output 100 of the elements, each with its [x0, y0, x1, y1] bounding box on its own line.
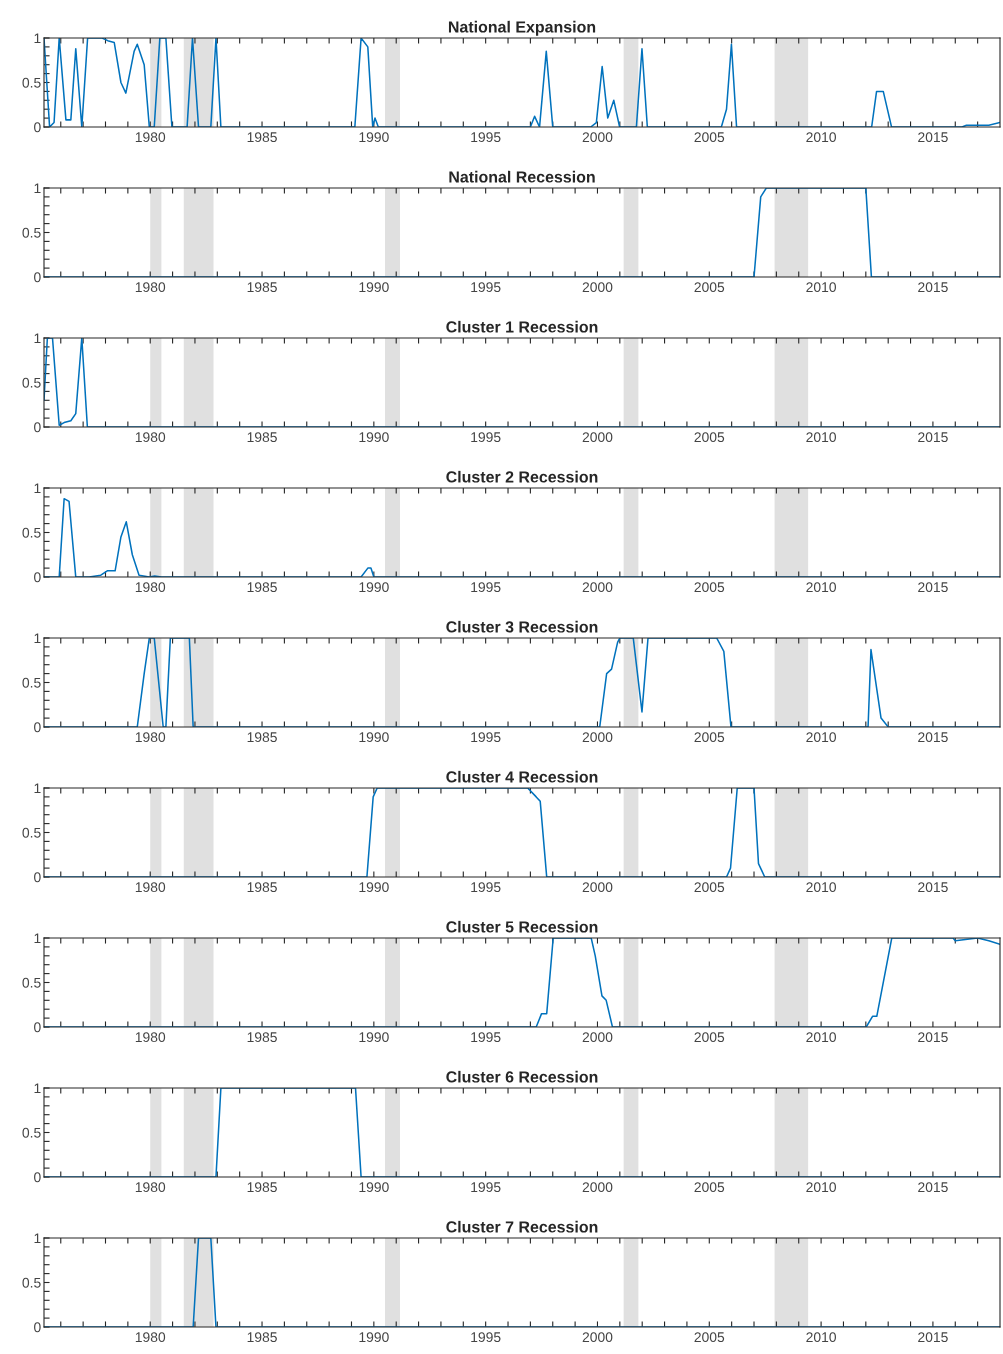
- x-tick-label: 1980: [135, 432, 166, 443]
- x-tick-label: 1995: [471, 1182, 501, 1193]
- chart-title: Cluster 3 Recession: [446, 620, 598, 633]
- x-tick-label: 1990: [359, 582, 389, 593]
- x-tick-label: 2010: [806, 282, 837, 293]
- x-tick-label: 1980: [135, 732, 166, 743]
- y-tick-label: 0.5: [22, 1277, 41, 1288]
- y-tick-label: 0.5: [22, 827, 41, 838]
- y-tick-label: 0: [34, 1022, 41, 1033]
- x-tick-label: 1995: [471, 1332, 501, 1343]
- x-tick-label: 1995: [471, 732, 501, 743]
- chart-title: National Recession: [449, 170, 595, 183]
- x-tick-label: 2015: [918, 132, 948, 143]
- y-tick-label: 1: [34, 333, 41, 344]
- x-tick-label: 2000: [582, 732, 613, 743]
- y-tick-label: 0.5: [22, 377, 41, 388]
- chart-title: Cluster 1 Recession: [446, 320, 598, 333]
- x-tick-label: 2005: [694, 882, 725, 893]
- x-tick-label: 2000: [582, 282, 613, 293]
- x-tick-label: 2015: [918, 582, 948, 593]
- x-tick-label: 1990: [359, 882, 389, 893]
- x-tick-label: 2015: [918, 1182, 948, 1193]
- x-tick-label: 2005: [694, 1182, 725, 1193]
- x-tick-label: 1985: [247, 1332, 277, 1343]
- x-tick-label: 1990: [359, 1182, 389, 1193]
- x-tick-label: 2010: [806, 1032, 837, 1043]
- x-tick-label: 2010: [806, 582, 837, 593]
- x-tick-label: 2000: [582, 1032, 613, 1043]
- x-tick-label: 1995: [471, 282, 501, 293]
- x-tick-label: 1990: [359, 1332, 389, 1343]
- x-tick-label: 1985: [247, 1182, 277, 1193]
- x-tick-label: 2005: [694, 732, 725, 743]
- x-tick-label: 2005: [694, 1332, 725, 1343]
- x-tick-label: 1985: [247, 1032, 277, 1043]
- y-tick-label: 0.5: [22, 677, 41, 688]
- y-tick-label: 0: [34, 1322, 41, 1333]
- chart-title: Cluster 2 Recession: [446, 470, 598, 483]
- x-tick-label: 2000: [582, 432, 613, 443]
- x-tick-label: 1990: [359, 1032, 389, 1043]
- x-tick-label: 2015: [918, 732, 948, 743]
- y-tick-label: 0.5: [22, 227, 41, 238]
- x-tick-label: 2000: [582, 1182, 613, 1193]
- y-tick-label: 1: [34, 1233, 41, 1244]
- x-tick-label: 1990: [359, 132, 389, 143]
- x-tick-label: 2000: [582, 1332, 613, 1343]
- y-tick-label: 0.5: [22, 1127, 41, 1138]
- x-tick-label: 1995: [471, 432, 501, 443]
- chart-title: Cluster 5 Recession: [446, 920, 598, 933]
- y-tick-label: 0: [34, 422, 41, 433]
- y-tick-label: 0: [34, 572, 41, 583]
- x-tick-label: 1980: [135, 1182, 166, 1193]
- x-tick-label: 2015: [918, 1032, 948, 1043]
- y-tick-label: 1: [34, 633, 41, 644]
- y-tick-label: 0.5: [22, 977, 41, 988]
- x-tick-label: 1995: [471, 582, 501, 593]
- x-tick-label: 1995: [471, 1032, 501, 1043]
- x-tick-label: 2000: [582, 882, 613, 893]
- y-tick-label: 1: [34, 783, 41, 794]
- y-tick-label: 0: [34, 272, 41, 283]
- y-tick-label: 0: [34, 1172, 41, 1183]
- y-tick-label: 1: [34, 1083, 41, 1094]
- x-tick-label: 2010: [806, 1182, 837, 1193]
- chart-title: National Expansion: [448, 20, 596, 36]
- y-tick-label: 0: [34, 872, 41, 883]
- x-tick-label: 1995: [471, 882, 501, 893]
- x-tick-label: 2000: [582, 132, 613, 143]
- chart-title: Cluster 6 Recession: [446, 1070, 598, 1083]
- x-tick-label: 2015: [918, 1332, 948, 1343]
- y-tick-label: 0.5: [22, 77, 41, 88]
- x-tick-label: 1980: [135, 882, 166, 893]
- y-tick-label: 0: [34, 722, 41, 733]
- x-tick-label: 1985: [247, 882, 277, 893]
- x-tick-label: 1990: [359, 282, 389, 293]
- x-tick-label: 1980: [135, 1032, 166, 1043]
- y-tick-label: 0: [34, 122, 41, 133]
- chart-title: Cluster 7 Recession: [446, 1220, 598, 1233]
- x-tick-label: 2015: [918, 282, 948, 293]
- x-tick-label: 1990: [359, 732, 389, 743]
- x-tick-label: 1995: [471, 132, 501, 143]
- x-tick-label: 1980: [135, 282, 166, 293]
- x-tick-label: 2010: [806, 132, 837, 143]
- x-tick-label: 1985: [247, 432, 277, 443]
- y-tick-label: 1: [34, 33, 41, 44]
- x-tick-label: 2005: [694, 432, 725, 443]
- y-tick-label: 1: [34, 483, 41, 494]
- x-tick-label: 2015: [918, 882, 948, 893]
- x-tick-label: 1985: [247, 582, 277, 593]
- x-tick-label: 1980: [135, 1332, 166, 1343]
- x-tick-label: 1985: [247, 732, 277, 743]
- y-tick-label: 1: [34, 183, 41, 194]
- x-tick-label: 1980: [135, 132, 166, 143]
- x-tick-label: 2000: [582, 582, 613, 593]
- x-tick-label: 2005: [694, 1032, 725, 1043]
- x-tick-label: 1985: [247, 282, 277, 293]
- x-tick-label: 2015: [918, 432, 948, 443]
- x-tick-label: 2005: [694, 282, 725, 293]
- x-tick-label: 2010: [806, 1332, 837, 1343]
- x-tick-label: 2005: [694, 132, 725, 143]
- x-tick-label: 1980: [135, 582, 166, 593]
- x-tick-label: 2010: [806, 732, 837, 743]
